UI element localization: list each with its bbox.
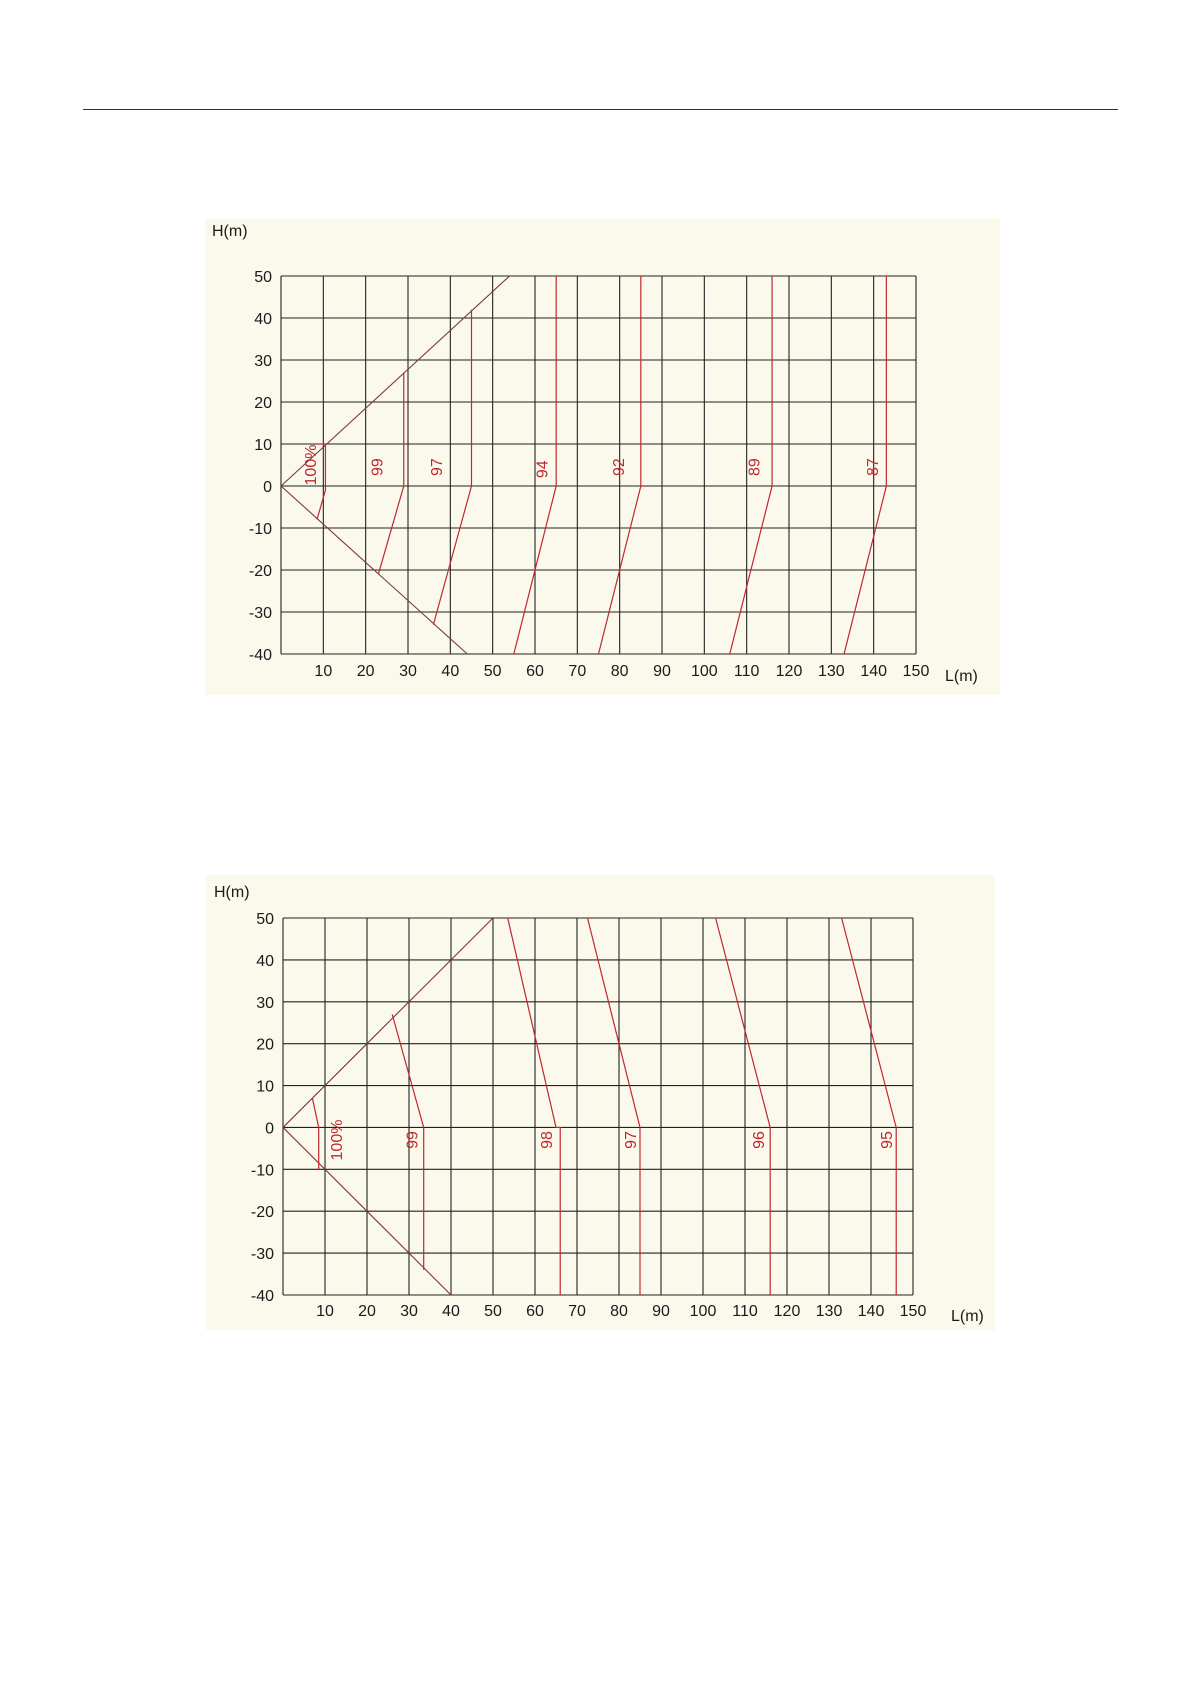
series-line-99 (377, 372, 405, 575)
series-line-92 (597, 276, 642, 655)
y-tick-label: 40 (256, 953, 274, 970)
y-tick-label: -20 (251, 1204, 274, 1221)
x-tick-label: 140 (858, 1303, 885, 1320)
y-axis-title: H(m) (212, 223, 248, 240)
x-tick-label: 130 (816, 1303, 843, 1320)
x-tick-label: 50 (484, 663, 502, 680)
series-line-98 (507, 917, 561, 1295)
x-tick-label: 70 (568, 663, 586, 680)
curve-label: 94 (535, 460, 552, 478)
chart-1-svg: 10 20 30 40 50 60 70 80 90 100 110 120 130 140 1505040… (212, 223, 978, 685)
x-tick-label: 20 (358, 1303, 376, 1320)
curve-label: 99 (370, 458, 387, 476)
x-tick-label: 100 (690, 1303, 717, 1320)
curve-label: 96 (751, 1131, 768, 1149)
curve-label: 97 (623, 1131, 640, 1149)
x-tick-label: 20 (357, 663, 375, 680)
y-tick-label: 40 (254, 311, 272, 328)
x-tick-label: 50 (484, 1303, 502, 1320)
curve-labels: 100% 99 97 94 92 89 87 (303, 445, 882, 486)
y-tick-label: 10 (254, 437, 272, 454)
x-axis-title: L(m) (945, 668, 978, 685)
series-line-100pct (311, 1097, 320, 1170)
series-line-87 (843, 276, 887, 655)
curve-label: 99 (404, 1131, 421, 1149)
curve-label: 97 (429, 458, 446, 476)
series-line-97 (432, 309, 473, 625)
curve-label: 100% (329, 1120, 346, 1161)
x-tick-label: 120 (774, 1303, 801, 1320)
curve-label: 89 (746, 458, 763, 476)
chart-2-svg: 10 20 30 40 50 60 70 80 90 100 110 120 130 140 1505040… (214, 884, 984, 1325)
x-tick-label: 60 (526, 663, 544, 680)
curve-label: 95 (879, 1131, 896, 1149)
x-tick-labels: 10 20 30 40 50 60 70 80 90 100 110 120 130 140 150 (316, 1303, 926, 1320)
series-line-95 (841, 917, 897, 1295)
series-line-97 (586, 917, 641, 1295)
x-tick-label: 10 (314, 663, 332, 680)
y-tick-label: 0 (265, 1120, 274, 1137)
x-tick-label: 150 (900, 1303, 927, 1320)
y-tick-label: 20 (256, 1037, 274, 1054)
x-tick-label: 80 (610, 1303, 628, 1320)
y-tick-label: -30 (249, 605, 272, 622)
series-line-96 (715, 917, 771, 1295)
curve-label: 98 (539, 1131, 556, 1149)
page-top-rule (83, 109, 1118, 110)
x-tick-label: 90 (653, 663, 671, 680)
series-line-94 (513, 276, 557, 655)
series-line-89 (729, 276, 773, 655)
y-tick-label: -20 (249, 563, 272, 580)
x-tick-label: 30 (399, 663, 417, 680)
x-tick-label: 90 (652, 1303, 670, 1320)
y-tick-label: -10 (251, 1162, 274, 1179)
series-line-99 (391, 1014, 425, 1270)
curve-labels: 100% 99 98 97 96 95 (329, 1120, 896, 1161)
x-tick-label: 120 (776, 663, 803, 680)
x-tick-label: 110 (734, 663, 760, 680)
x-tick-label: 140 (860, 663, 887, 680)
x-tick-label: 110 (732, 1303, 758, 1320)
curve-label: 87 (865, 458, 882, 476)
x-tick-label: 150 (903, 663, 930, 680)
series-curves (316, 276, 887, 655)
y-tick-label: 30 (256, 995, 274, 1012)
y-tick-label: 50 (254, 269, 272, 286)
curve-label: 92 (611, 458, 628, 476)
x-axis-title: L(m) (951, 1308, 984, 1325)
y-tick-label: 30 (254, 353, 272, 370)
y-axis-title: H(m) (214, 884, 250, 901)
y-tick-label: 50 (256, 911, 274, 928)
x-tick-label: 30 (400, 1303, 418, 1320)
x-tick-label: 40 (442, 1303, 460, 1320)
series-curves (311, 917, 897, 1295)
y-tick-label: 0 (263, 479, 272, 496)
y-tick-labels: 50 40 30 20 10 0 -10 -20 -30 -40 (249, 269, 272, 664)
chart-panel-2: 10 20 30 40 50 60 70 80 90 100 110 120 130 140 150 50 40… (206, 875, 995, 1330)
x-tick-labels: 10 20 30 40 50 60 70 80 90 100 110 120 130 140 150 (314, 663, 929, 680)
x-tick-label: 70 (568, 1303, 586, 1320)
y-tick-label: -10 (249, 521, 272, 538)
y-tick-label: 20 (254, 395, 272, 412)
grid (280, 275, 917, 655)
boundary-lines (282, 917, 494, 1296)
boundary-line (282, 917, 494, 1128)
x-tick-label: 100 (691, 663, 718, 680)
y-tick-labels: 50 40 30 20 10 0 -10 -20 -30 -40 (251, 911, 274, 1305)
curve-label: 100% (303, 445, 320, 486)
x-tick-label: 80 (611, 663, 629, 680)
x-tick-label: 40 (441, 663, 459, 680)
x-tick-label: 10 (316, 1303, 334, 1320)
chart-panel-1: 10 20 30 40 50 60 70 80 90 100 110 120 130 140 150 50 40… (205, 218, 1000, 695)
y-tick-label: 10 (256, 1079, 274, 1096)
y-tick-label: -40 (251, 1288, 274, 1305)
boundary-line (280, 485, 468, 655)
grid (282, 917, 914, 1296)
boundary-line (282, 1127, 452, 1296)
series-line-100pct (316, 443, 327, 520)
y-tick-label: -40 (249, 647, 272, 664)
y-tick-label: -30 (251, 1246, 274, 1263)
x-tick-label: 130 (818, 663, 845, 680)
x-tick-label: 60 (526, 1303, 544, 1320)
